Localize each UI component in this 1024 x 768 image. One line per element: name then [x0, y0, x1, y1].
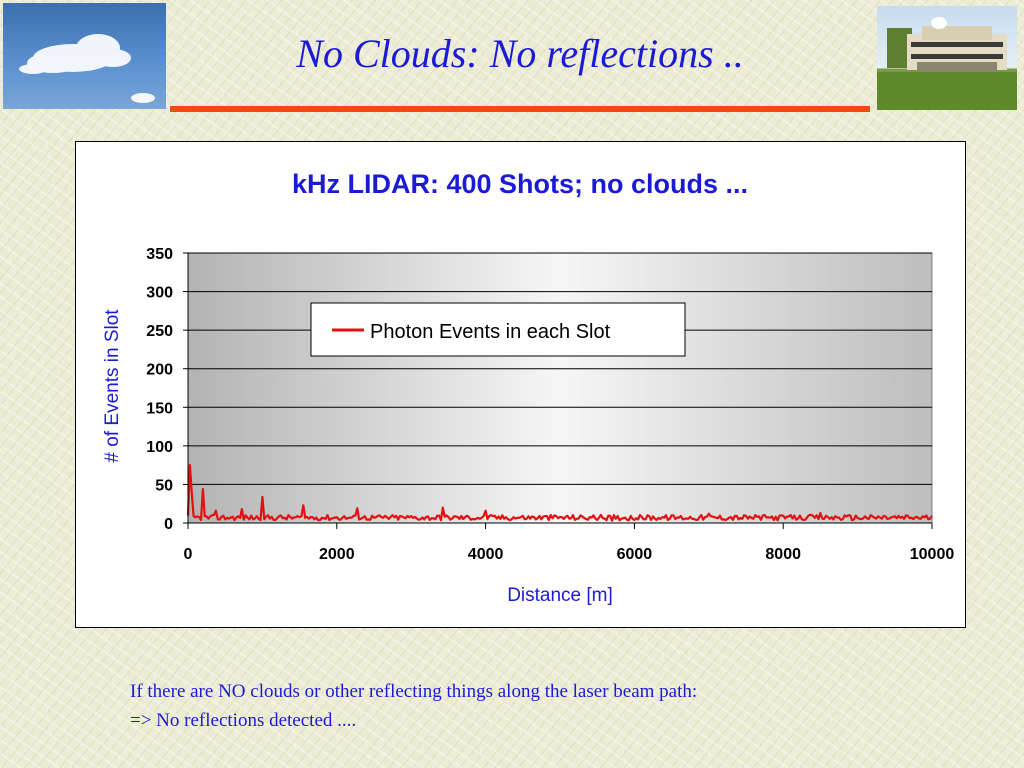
y-tick-label: 250 — [146, 323, 173, 340]
x-tick-label: 0 — [184, 546, 193, 563]
legend-label: Photon Events in each Slot — [370, 321, 611, 343]
x-axis-label: Distance [m] — [507, 585, 613, 606]
axes — [183, 252, 933, 529]
chart-panel: 0 50 100 150 200 250 300 350 0 2000 4000 6000 8000 10… — [75, 141, 966, 628]
chart-title: kHz LIDAR: 400 Shots; no clouds ... — [292, 169, 748, 199]
plot-area — [187, 252, 933, 524]
y-tick-label: 50 — [155, 477, 173, 494]
y-tick-label: 100 — [146, 439, 173, 456]
x-tick-label: 6000 — [617, 546, 653, 563]
series-layer — [186, 464, 933, 522]
observatory-building-photo — [877, 6, 1017, 110]
y-tick-label: 350 — [146, 246, 173, 263]
x-tick-label: 10000 — [910, 546, 955, 563]
legend: Photon Events in each Slot — [310, 302, 686, 357]
legend-box — [310, 302, 686, 357]
caption-line-1: If there are NO clouds or other reflecti… — [130, 681, 698, 702]
x-tick-label: 8000 — [765, 546, 801, 563]
lidar-chart: 0 50 100 150 200 250 300 350 0 2000 4000 6000 8000 10… — [102, 169, 954, 606]
slide-title: No Clouds: No reflections .. — [296, 31, 744, 76]
caption: If there are NO clouds or other reflecti… — [130, 677, 930, 735]
y-tick-label: 150 — [146, 400, 173, 417]
y-tick-label: 300 — [146, 285, 173, 302]
gridlines — [188, 252, 932, 485]
title-underline — [170, 106, 870, 112]
x-tick-label: 2000 — [319, 546, 355, 563]
x-tick-label: 4000 — [468, 546, 504, 563]
tick-labels: 0 50 100 150 200 250 300 350 0 2000 4000 6000 8000 10… — [146, 246, 954, 563]
y-tick-label: 0 — [164, 516, 173, 533]
series-line-photon-events — [186, 464, 933, 522]
y-axis-label: # of Events in Slot — [102, 309, 123, 463]
y-tick-label: 200 — [146, 362, 173, 379]
sky-cloud-photo — [3, 3, 166, 109]
caption-line-2: => No reflections detected .... — [130, 710, 357, 731]
